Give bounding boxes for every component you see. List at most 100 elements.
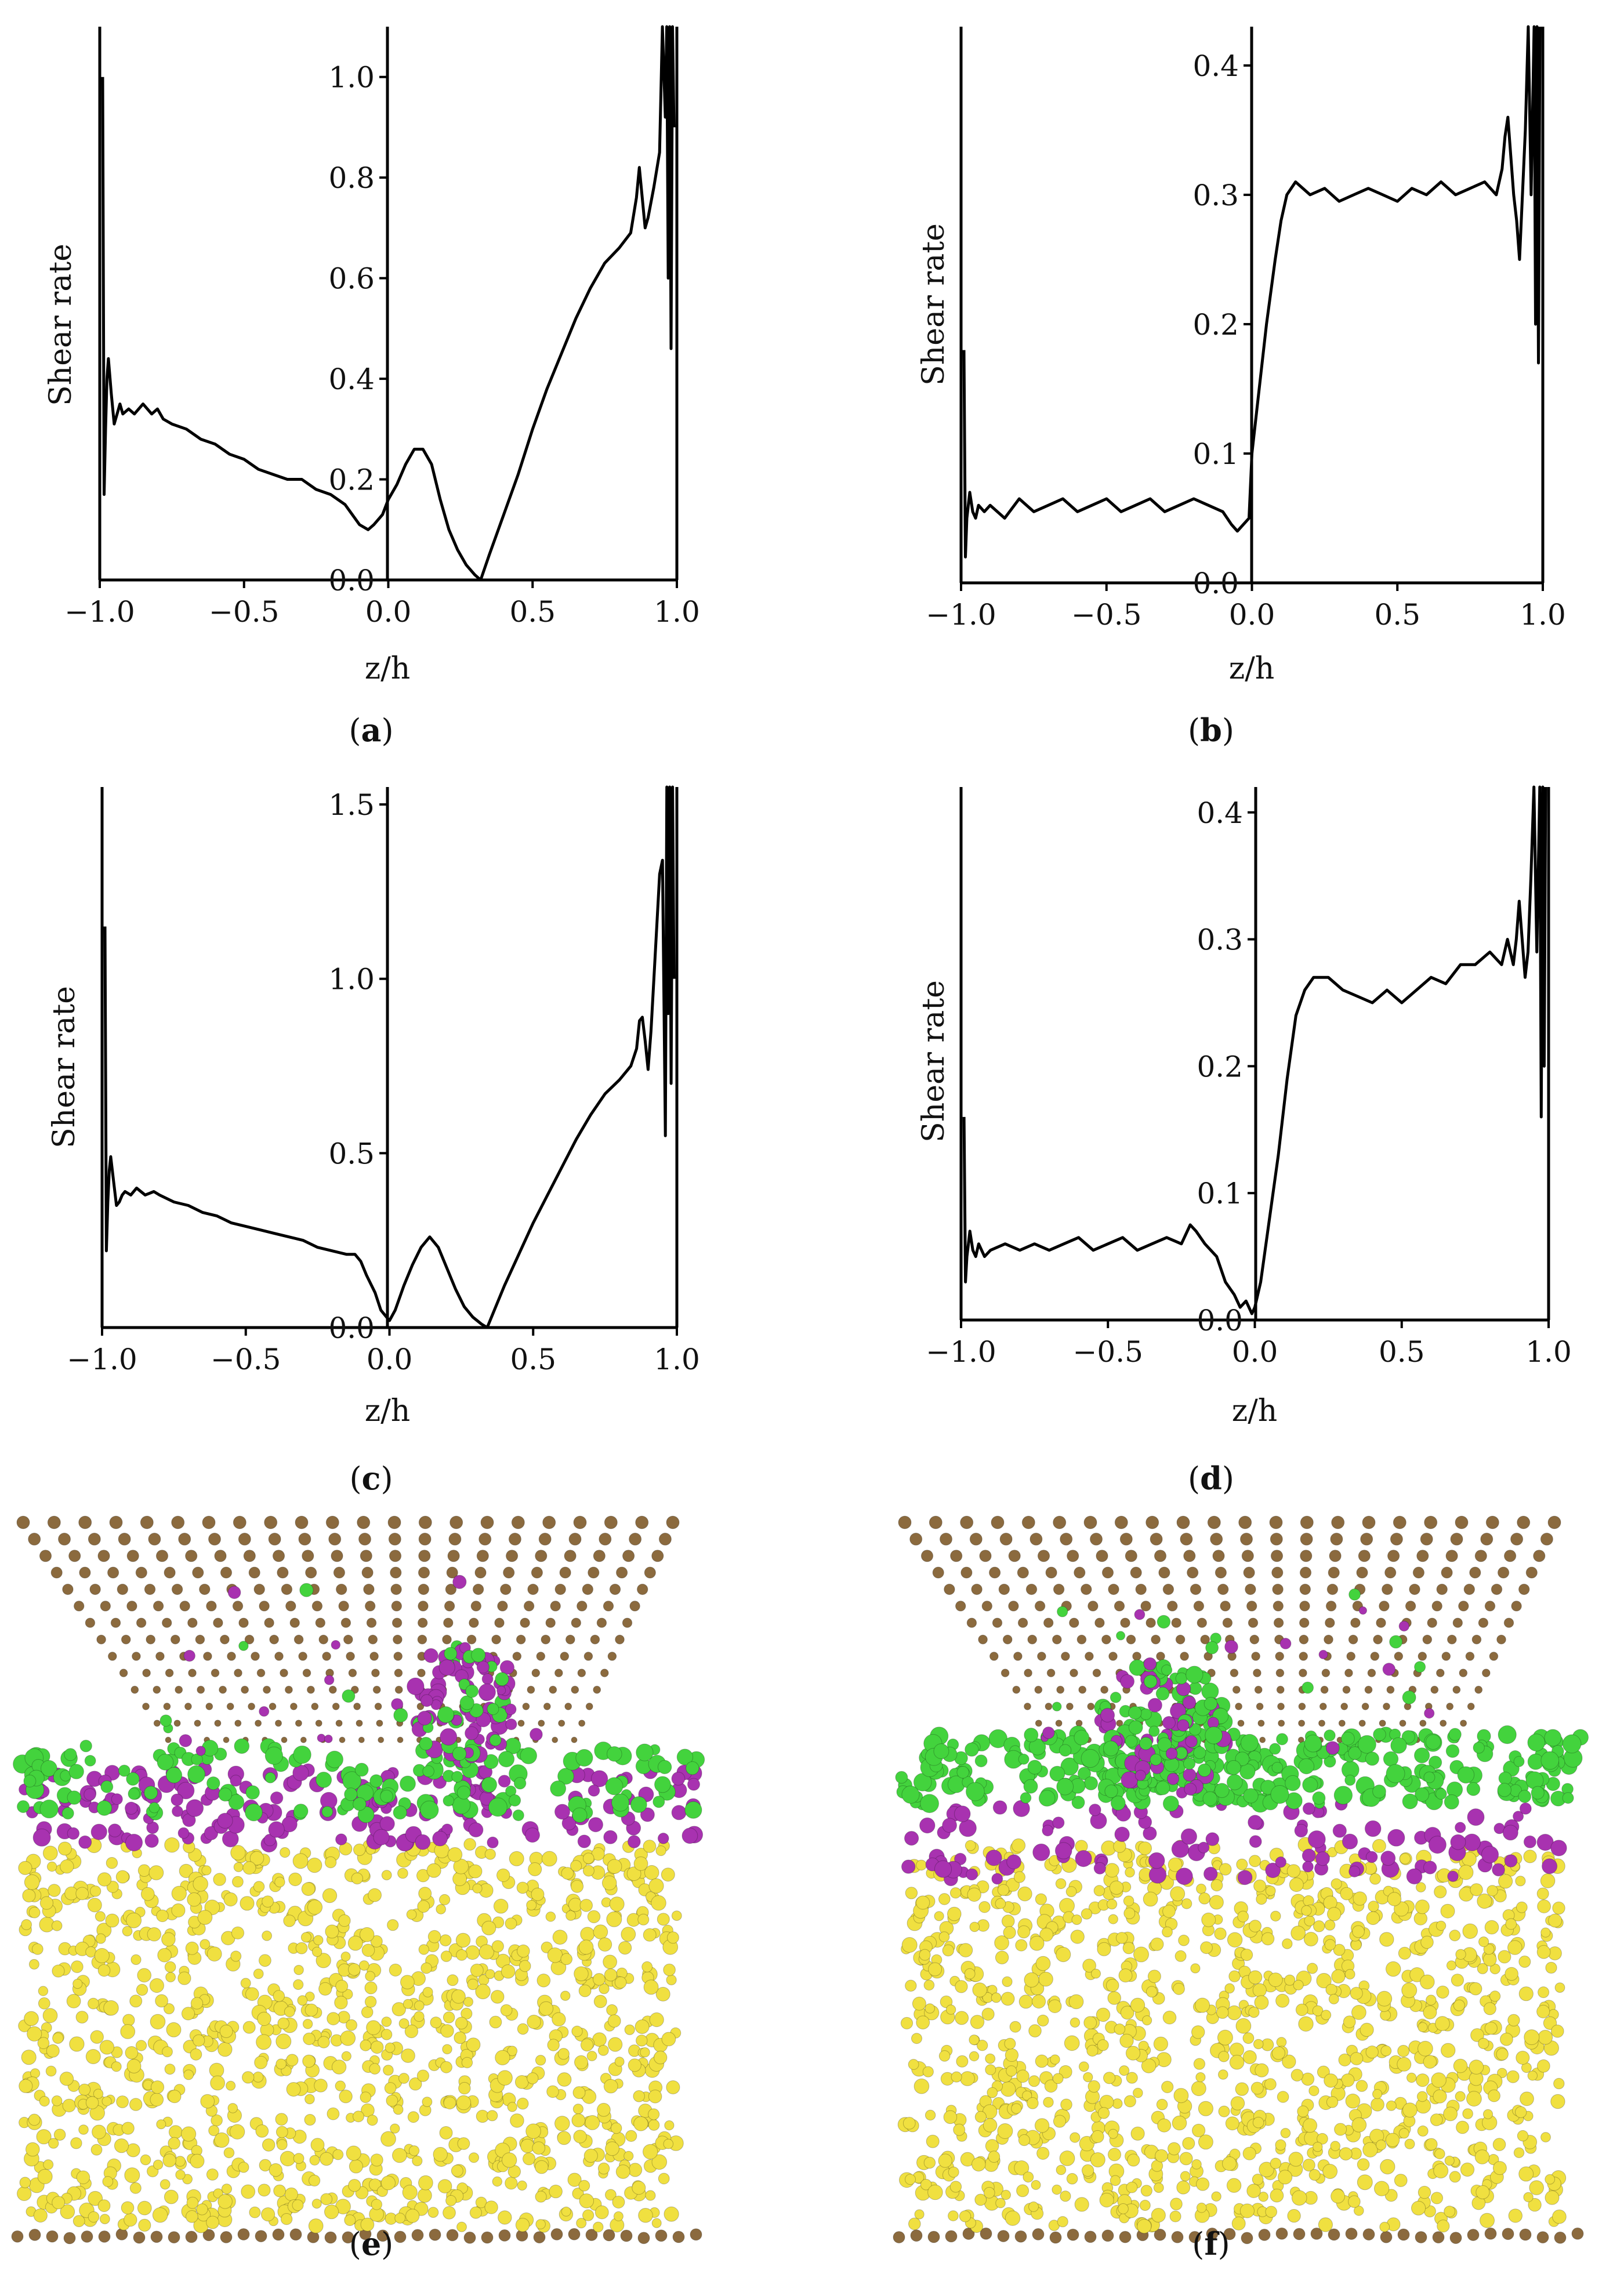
green-atom — [1444, 1794, 1459, 1810]
wall-atom — [531, 1566, 543, 1579]
bulk-atom — [1170, 1886, 1186, 1902]
bulk-atom — [458, 2082, 471, 2095]
wall-atom — [981, 1601, 993, 1612]
bulk-atom — [1308, 2169, 1321, 2181]
bulk-atom — [1123, 2095, 1136, 2108]
bulk-atom — [628, 2163, 643, 2177]
magenta-atom — [263, 1833, 276, 1847]
wall-atom — [107, 1566, 119, 1579]
bulk-atom — [1433, 2163, 1449, 2178]
bulk-atom — [1143, 1891, 1158, 1907]
wall-atom — [289, 1618, 300, 1628]
bulk-atom — [651, 2154, 668, 2170]
bulk-atom — [1536, 2059, 1550, 2073]
bulk-atom — [1070, 1930, 1085, 1944]
bulk-atom — [1083, 2072, 1093, 2083]
wall-atom — [577, 1669, 586, 1677]
bulk-atom — [414, 2011, 425, 2022]
bulk-atom — [1002, 1976, 1013, 1987]
bulk-atom — [229, 2124, 245, 2140]
bulk-atom — [223, 1892, 238, 1907]
magenta-atom — [1265, 1862, 1281, 1879]
green-atom — [1143, 1674, 1158, 1689]
green-atom — [1205, 1726, 1223, 1745]
wall-atom — [1394, 1652, 1404, 1661]
bulk-atom — [439, 1894, 451, 1906]
bulk-atom — [1488, 2089, 1500, 2102]
wall-atom — [1370, 1652, 1380, 1661]
bulk-atom — [484, 1848, 496, 1860]
bulk-atom — [36, 2129, 52, 2145]
bulk-atom — [60, 2204, 75, 2220]
wall-atom — [1393, 1515, 1406, 1529]
bulk-atom — [465, 1945, 480, 1960]
bulk-atom — [997, 1884, 1010, 1896]
bulk-atom — [1425, 2138, 1438, 2151]
bulk-atom — [249, 1851, 264, 1866]
wall-atom — [1046, 1669, 1056, 1677]
green-atom — [1544, 1729, 1562, 1747]
bulk-atom — [28, 1906, 41, 1919]
bulk-atom — [1141, 2058, 1157, 2073]
bulk-atom — [487, 2110, 498, 2122]
wall-atom — [637, 1583, 648, 1595]
magenta-atom — [505, 1703, 517, 1716]
bulk-atom — [1343, 2015, 1356, 2029]
magenta-atom — [1198, 1841, 1210, 1854]
wall-atom — [324, 2231, 337, 2244]
bulk-atom — [1456, 2120, 1469, 2134]
bulk-atom — [258, 2184, 271, 2197]
wall-atom — [1416, 1550, 1429, 1562]
bulk-atom — [981, 2007, 995, 2021]
green-atom — [1198, 1763, 1212, 1777]
bulk-atom — [1441, 2043, 1456, 2058]
bulk-atom — [644, 1865, 659, 1880]
magenta-atom — [468, 1822, 484, 1838]
magenta-atom — [1176, 1868, 1193, 1885]
green-atom — [1188, 1723, 1202, 1736]
bulk-atom — [1416, 2073, 1430, 2087]
bulk-atom — [1477, 1963, 1488, 1974]
green-atom — [245, 1785, 260, 1800]
bulk-atom — [593, 1924, 608, 1939]
bulk-atom — [1449, 1930, 1461, 1942]
wall-atom — [690, 2228, 702, 2241]
wall-atom — [520, 1618, 530, 1628]
magenta-atom — [172, 1805, 183, 1817]
bulk-atom — [624, 2151, 634, 2161]
bulk-atom — [949, 2181, 962, 2193]
bulk-atom — [1394, 1901, 1409, 1917]
green-atom — [1078, 1767, 1091, 1781]
bulk-atom — [1437, 2220, 1450, 2233]
green-atom — [1083, 1776, 1099, 1790]
bulk-atom — [1545, 2190, 1560, 2205]
bulk-atom — [1104, 1863, 1119, 1878]
magenta-atom — [1302, 1848, 1316, 1863]
wall-atom — [1379, 1720, 1386, 1727]
green-atom — [228, 1794, 245, 1810]
wall-atom — [16, 1515, 30, 1529]
bulk-atom — [439, 1934, 452, 1946]
bulk-atom — [364, 1996, 377, 2008]
wall-atom — [535, 1550, 548, 1562]
wall-atom — [1125, 1550, 1137, 1562]
bulk-atom — [120, 2024, 136, 2039]
y-tick-label: 0.0 — [328, 1311, 375, 1345]
bulk-atom — [1255, 2063, 1269, 2077]
wall-atom — [568, 1532, 582, 1546]
bulk-atom — [1000, 2189, 1012, 2200]
wall-atom — [353, 1702, 361, 1710]
green-atom — [1498, 1725, 1517, 1745]
bulk-atom — [276, 2139, 288, 2151]
wall-atom — [1321, 1669, 1331, 1677]
wall-atom — [538, 1532, 552, 1546]
bulk-atom — [1523, 2192, 1534, 2203]
x-tick-label: −0.5 — [211, 1343, 281, 1376]
bulk-atom — [1276, 2037, 1287, 2048]
bulk-atom — [335, 1979, 349, 1993]
wall-atom — [46, 2230, 59, 2243]
bulk-atom — [124, 2213, 137, 2227]
bulk-atom — [572, 2188, 584, 2200]
wall-atom — [195, 1634, 205, 1645]
bulk-atom — [416, 2069, 430, 2082]
